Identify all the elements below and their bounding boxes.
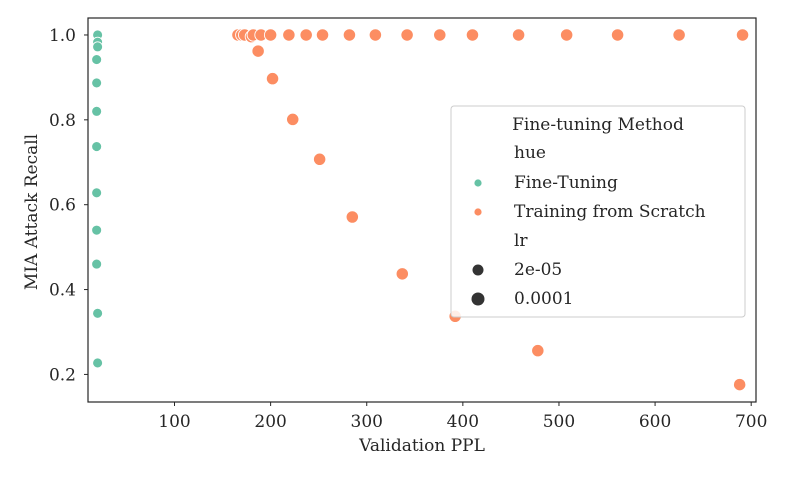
legend-size-marker-large <box>471 292 485 306</box>
legend-marker-fine-tuning <box>473 178 483 188</box>
legend-size-marker-small <box>472 264 484 276</box>
x-tick-label: 300 <box>351 412 383 432</box>
scatter-point <box>610 28 625 42</box>
scatter-point <box>91 105 103 117</box>
y-axis-label: MIA Attack Recall <box>22 134 42 290</box>
scatter-point <box>91 187 103 199</box>
legend-size-label-small: 2e-05 <box>514 260 562 280</box>
legend-marker-training-from-scratch <box>473 207 483 217</box>
series-training-from-scratch <box>231 28 750 392</box>
legend-label-training-from-scratch: Training from Scratch <box>514 202 706 222</box>
scatter-point <box>91 77 103 89</box>
x-tick-label: 700 <box>735 412 767 432</box>
scatter-point <box>265 72 280 86</box>
scatter-point <box>315 28 330 42</box>
plot-area: 100 200 300 400 500 600 700 0.2 0.4 0.6 0.8 1.0 <box>49 17 767 432</box>
scatter-point <box>560 28 574 42</box>
legend-hue-header: hue <box>514 143 546 163</box>
scatter-point <box>735 28 750 42</box>
scatter-point <box>672 28 686 42</box>
legend: Fine-tuning Method hue Fine-Tuning Train… <box>450 105 746 318</box>
x-tick-label: 600 <box>639 412 671 432</box>
scatter-point <box>400 28 414 42</box>
y-tick-label: 0.8 <box>49 111 76 131</box>
scatter-point <box>282 28 296 42</box>
x-axis-label: Validation PPL <box>358 436 485 456</box>
scatter-point <box>251 44 265 58</box>
series-fine-tuning <box>91 29 104 369</box>
scatter-point <box>395 267 409 281</box>
scatter-point <box>92 307 104 319</box>
scatter-point <box>465 28 480 42</box>
scatter-point <box>286 112 300 127</box>
y-tick-label: 0.2 <box>49 365 76 385</box>
legend-title: Fine-tuning Method <box>512 115 684 135</box>
scatter-point <box>263 28 278 42</box>
scatter-point <box>368 28 383 42</box>
scatter-point <box>345 210 359 224</box>
scatter-point <box>299 28 313 42</box>
x-tick-label: 500 <box>543 412 575 432</box>
scatter-point <box>92 357 104 369</box>
x-tick-label: 200 <box>254 412 286 432</box>
legend-size-header: lr <box>514 231 528 251</box>
scatter-point <box>91 224 103 236</box>
x-tick-label: 400 <box>447 412 479 432</box>
x-tick-label: 100 <box>158 412 190 432</box>
scatter-point <box>433 28 447 42</box>
y-tick-label: 0.4 <box>49 281 76 301</box>
scatter-point <box>91 54 103 66</box>
scatter-point <box>92 41 104 53</box>
scatter-point <box>91 258 103 270</box>
scatter-point <box>511 28 526 42</box>
legend-box <box>450 105 746 318</box>
scatter-point <box>531 344 545 358</box>
scatter-point <box>91 141 103 153</box>
y-tick-label: 1.0 <box>49 26 76 46</box>
legend-size-label-large: 0.0001 <box>514 289 573 309</box>
scatter-point <box>312 152 327 166</box>
plot-frame <box>87 17 757 403</box>
legend-label-fine-tuning: Fine-Tuning <box>514 173 618 193</box>
y-tick-label: 0.6 <box>49 196 76 216</box>
scatter-point <box>342 28 357 42</box>
scatter-point <box>733 377 747 392</box>
